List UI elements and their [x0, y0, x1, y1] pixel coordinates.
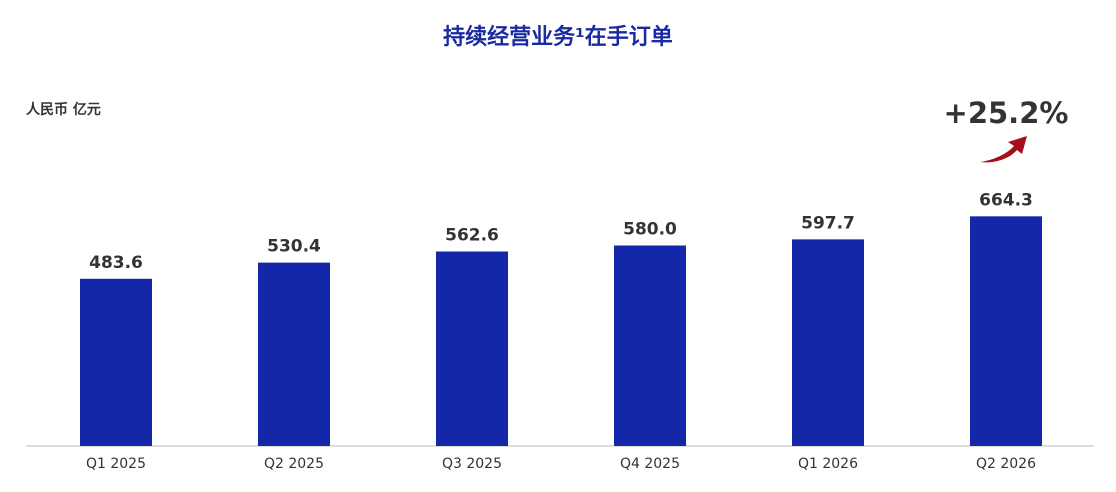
bar	[436, 251, 508, 446]
x-tick-label: Q2 2026	[976, 456, 1036, 472]
bar	[792, 239, 864, 446]
bar	[614, 245, 686, 446]
bar	[970, 216, 1042, 446]
x-tick-label: Q2 2025	[264, 456, 324, 472]
value-label: 580.0	[623, 219, 677, 239]
x-tick-label: Q1 2025	[86, 456, 146, 472]
chart-title: 持续经营业务¹在手订单	[443, 24, 673, 50]
value-label: 530.4	[267, 237, 321, 257]
value-label: 597.7	[801, 213, 855, 233]
value-label: 562.6	[445, 226, 499, 246]
growth-annotation: +25.2%	[944, 96, 1069, 130]
growth-arrow	[980, 136, 1027, 163]
value-label: 483.6	[89, 253, 143, 273]
bar	[80, 278, 152, 446]
bar	[258, 262, 330, 446]
unit-label: 人民币 亿元	[26, 101, 101, 118]
x-tick-label: Q3 2025	[442, 456, 502, 472]
x-tick-label: Q4 2025	[620, 456, 680, 472]
value-label: 664.3	[979, 190, 1033, 210]
x-tick-label: Q1 2026	[798, 456, 858, 472]
